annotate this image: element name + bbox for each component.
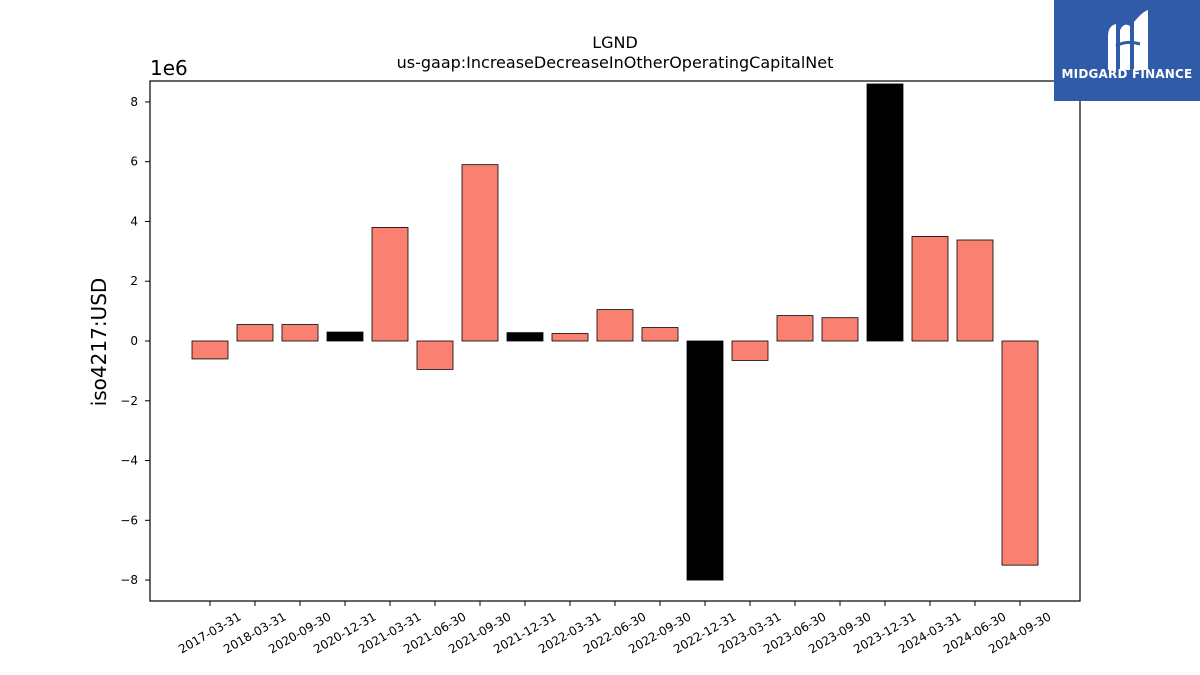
chart-subtitle: us-gaap:IncreaseDecreaseInOtherOperating…: [397, 53, 834, 72]
mf-monogram-icon: [1108, 10, 1148, 71]
bar-2022-12-31: [686, 340, 724, 581]
bar-2020-09-30: [281, 324, 319, 342]
bar-2023-06-30: [776, 315, 814, 342]
bar-2017-03-31: [191, 340, 229, 360]
plot-frame: [149, 80, 1081, 602]
y-tick-label: 2: [130, 274, 138, 288]
bar-2022-03-31: [551, 333, 589, 342]
y-tick-label: −4: [120, 454, 138, 468]
y-scale-label: 1e6: [150, 56, 188, 80]
bar-2021-06-30: [416, 340, 454, 370]
y-tick-label: −2: [120, 394, 138, 408]
bar-2020-12-31: [326, 331, 364, 342]
chart-title: LGND: [592, 33, 638, 52]
y-tick-label: 6: [130, 155, 138, 169]
x-axis-ticks: 2017-03-312018-03-312020-09-302020-12-31…: [176, 601, 1054, 656]
bar-2023-12-31: [866, 83, 904, 342]
y-axis-label: iso4217:USD: [87, 278, 111, 407]
y-tick-label: −8: [120, 573, 138, 587]
y-tick-label: 0: [130, 334, 138, 348]
bar-2022-09-30: [641, 327, 679, 342]
bar-2024-06-30: [956, 239, 994, 342]
bar-2022-06-30: [596, 309, 634, 342]
brand-logo: MIDGARD FINANCE: [1054, 0, 1200, 101]
y-tick-label: −6: [120, 513, 138, 527]
bar-2023-03-31: [731, 340, 769, 361]
bar-2024-03-31: [911, 236, 949, 342]
bar-2021-12-31: [506, 332, 544, 342]
bar-2024-09-30: [1001, 340, 1039, 566]
y-tick-label: 8: [130, 95, 138, 109]
brand-name: MIDGARD FINANCE: [1061, 67, 1193, 81]
bar-2023-09-30: [821, 317, 859, 342]
bar-2018-03-31: [236, 324, 274, 342]
bar-2021-09-30: [461, 164, 499, 342]
bars-group: [191, 83, 1039, 581]
y-tick-label: 4: [130, 214, 138, 228]
bar-2021-03-31: [371, 227, 409, 342]
y-axis-ticks: −8 −6 −4 −2 0 2 4 6 8: [120, 95, 150, 587]
